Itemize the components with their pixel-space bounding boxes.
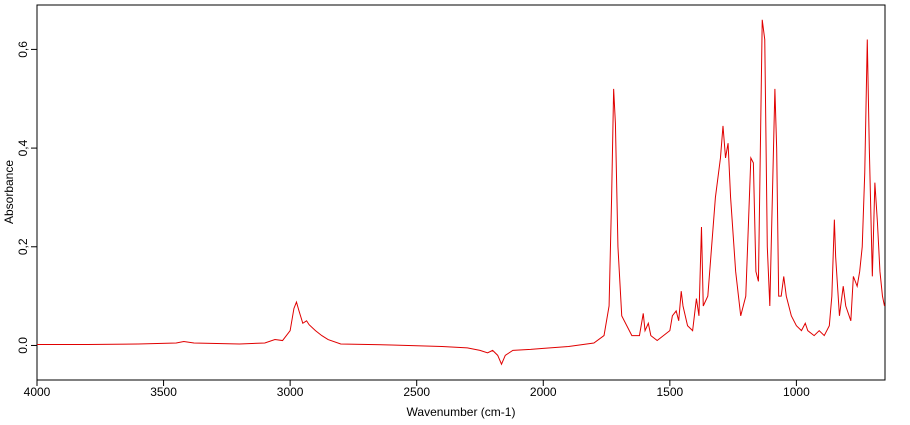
y-tick-label: 0,2 [16, 238, 30, 255]
plot-frame [36, 4, 886, 381]
x-tick-label: 4000 [24, 385, 51, 399]
y-tick-label: 0,6 [16, 41, 30, 58]
x-axis-title: Wavenumber (cm-1) [407, 405, 516, 419]
x-tick-label: 2500 [403, 385, 430, 399]
y-tick-label: 0.0 [16, 337, 30, 354]
x-tick-label: 1500 [656, 385, 683, 399]
x-tick-label: 2000 [530, 385, 557, 399]
y-axis-title: Absorbance [2, 160, 16, 224]
x-tick-label: 1000 [783, 385, 810, 399]
x-tick-label: 3500 [150, 385, 177, 399]
x-tick-label: 3000 [277, 385, 304, 399]
y-tick-label: 0,4 [16, 139, 30, 156]
spectrum-line [37, 19, 885, 366]
